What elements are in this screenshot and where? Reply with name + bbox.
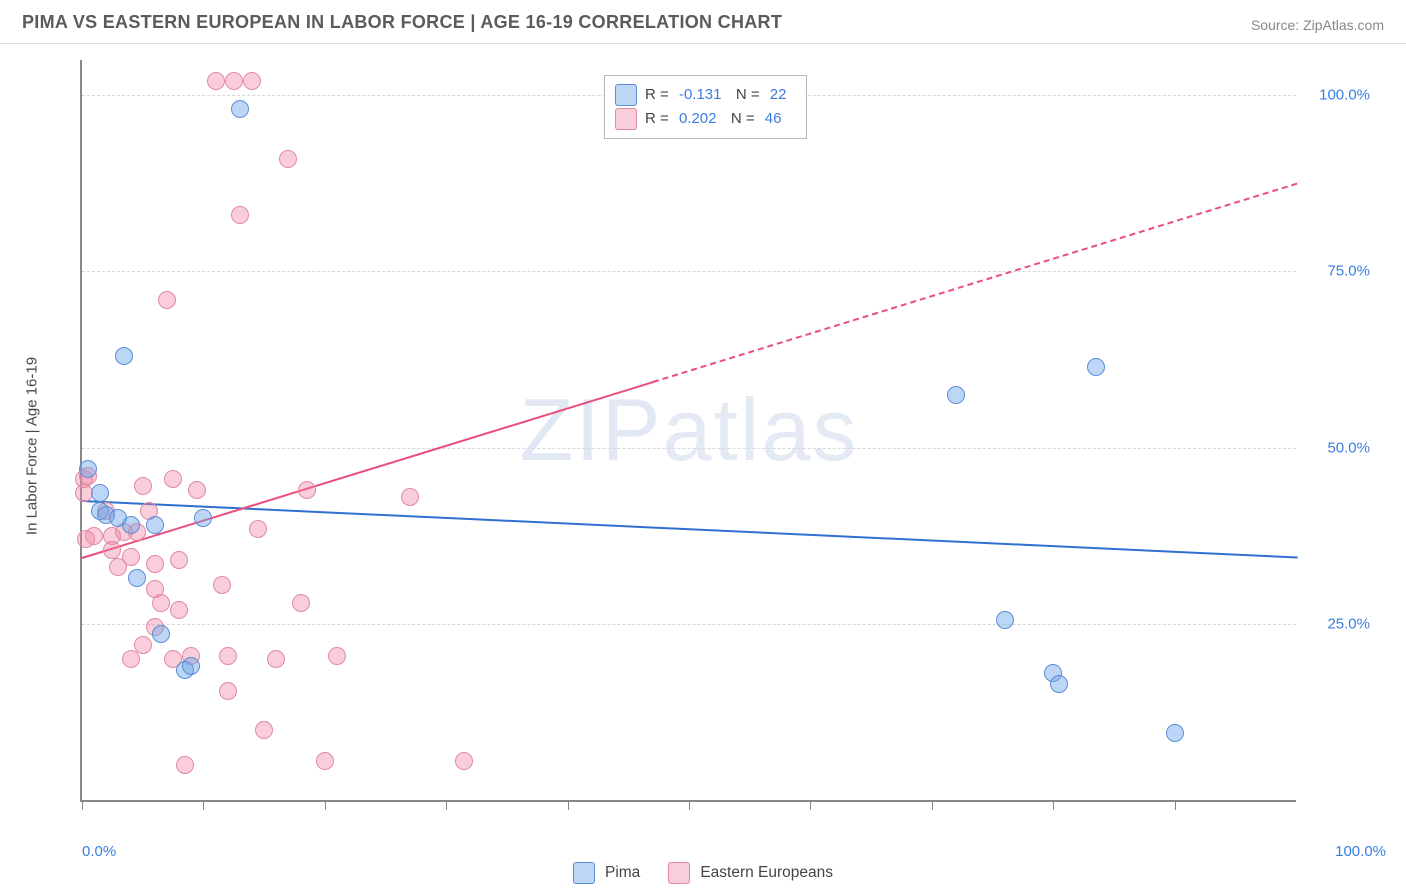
y-tick-label: 75.0% (1327, 263, 1370, 280)
point-eastern (219, 647, 237, 665)
point-eastern (219, 682, 237, 700)
point-eastern (225, 72, 243, 90)
point-eastern (122, 548, 140, 566)
x-tick (1053, 800, 1054, 810)
point-eastern (455, 752, 473, 770)
gridline-h (82, 271, 1296, 272)
point-eastern (213, 576, 231, 594)
point-pima (947, 386, 965, 404)
legend-stats-row: R = -0.131 N = 22 (615, 84, 792, 106)
point-eastern (122, 650, 140, 668)
trend-line (82, 381, 654, 559)
point-eastern (158, 291, 176, 309)
scatter-plot: ZIPatlas 25.0%50.0%75.0%100.0%0.0%100.0%… (80, 60, 1296, 802)
gridline-h (82, 448, 1296, 449)
point-pima (182, 657, 200, 675)
y-tick-label: 100.0% (1319, 87, 1370, 104)
point-eastern (134, 636, 152, 654)
plot-area: In Labor Force | Age 16-19 ZIPatlas 25.0… (50, 60, 1386, 832)
x-tick (82, 800, 83, 810)
x-tick (1175, 800, 1176, 810)
legend-label-pima: Pima (605, 864, 640, 882)
point-eastern (170, 601, 188, 619)
point-eastern (164, 470, 182, 488)
legend-swatch (615, 108, 637, 130)
point-eastern (401, 488, 419, 506)
legend-stats: R = -0.131 N = 22 R = 0.202 N = 46 (604, 75, 807, 139)
legend-item-eastern: Eastern Europeans (668, 862, 833, 884)
point-pima (146, 516, 164, 534)
point-eastern (298, 481, 316, 499)
point-pima (128, 569, 146, 587)
point-eastern (249, 520, 267, 538)
point-pima (122, 516, 140, 534)
x-tick (932, 800, 933, 810)
point-pima (1166, 724, 1184, 742)
x-tick (325, 800, 326, 810)
point-eastern (85, 527, 103, 545)
x-axis-label-min: 0.0% (82, 843, 116, 860)
point-eastern (328, 647, 346, 665)
gridline-h (82, 624, 1296, 625)
point-pima (996, 611, 1014, 629)
source-label: Source: ZipAtlas.com (1251, 17, 1384, 33)
point-eastern (279, 150, 297, 168)
legend-item-pima: Pima (573, 862, 640, 884)
point-eastern (267, 650, 285, 668)
point-eastern (146, 555, 164, 573)
x-tick (203, 800, 204, 810)
legend-swatch-pima (573, 862, 595, 884)
point-eastern (316, 752, 334, 770)
legend-stats-row: R = 0.202 N = 46 (615, 108, 792, 130)
point-eastern (207, 72, 225, 90)
y-tick-label: 25.0% (1327, 615, 1370, 632)
point-eastern (176, 756, 194, 774)
chart-title: PIMA VS EASTERN EUROPEAN IN LABOR FORCE … (22, 12, 782, 33)
point-eastern (188, 481, 206, 499)
point-pima (152, 625, 170, 643)
x-tick (689, 800, 690, 810)
x-tick (446, 800, 447, 810)
point-eastern (152, 594, 170, 612)
legend-swatch-eastern (668, 862, 690, 884)
point-pima (231, 100, 249, 118)
point-pima (1050, 675, 1068, 693)
trend-line (652, 183, 1297, 383)
point-eastern (292, 594, 310, 612)
legend-stats-text: R = 0.202 N = 46 (645, 110, 787, 127)
title-bar: PIMA VS EASTERN EUROPEAN IN LABOR FORCE … (0, 0, 1406, 44)
y-axis-label: In Labor Force | Age 16-19 (24, 357, 41, 535)
legend-stats-text: R = -0.131 N = 22 (645, 86, 792, 103)
point-pima (194, 509, 212, 527)
point-eastern (243, 72, 261, 90)
point-pima (91, 484, 109, 502)
legend-swatch (615, 84, 637, 106)
x-tick (568, 800, 569, 810)
point-eastern (134, 477, 152, 495)
x-tick (810, 800, 811, 810)
point-eastern (170, 551, 188, 569)
legend-bottom: Pima Eastern Europeans (573, 862, 833, 884)
point-pima (1087, 358, 1105, 376)
watermark: ZIPatlas (520, 379, 859, 481)
point-pima (115, 347, 133, 365)
legend-label-eastern: Eastern Europeans (700, 864, 833, 882)
point-eastern (255, 721, 273, 739)
point-eastern (231, 206, 249, 224)
point-pima (79, 460, 97, 478)
x-axis-label-max: 100.0% (1335, 843, 1386, 860)
y-tick-label: 50.0% (1327, 439, 1370, 456)
